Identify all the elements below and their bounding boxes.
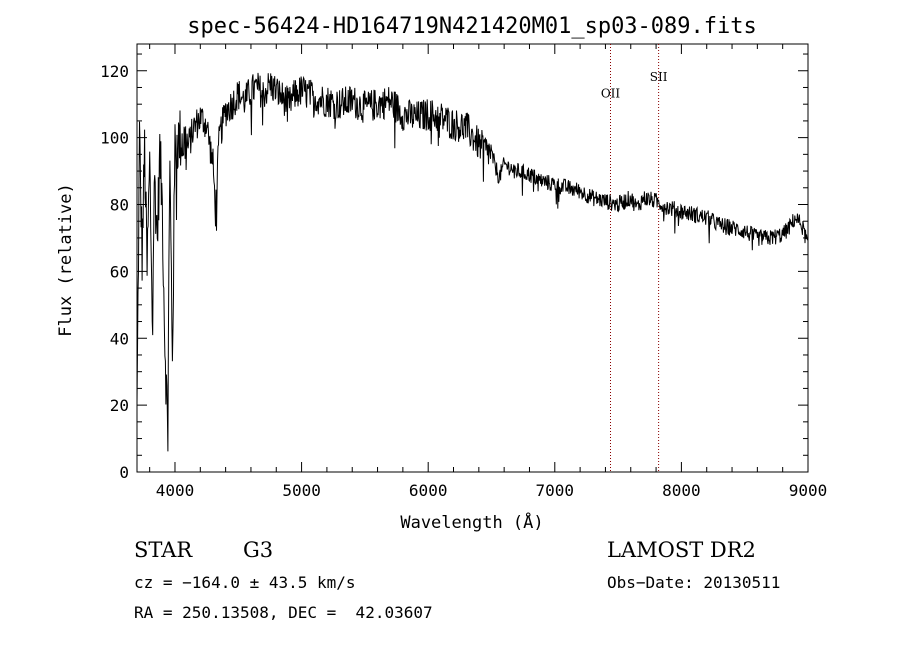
object-subclass: G3 xyxy=(243,538,274,562)
plot-frame xyxy=(136,43,809,473)
x-tick-label: 7000 xyxy=(536,481,575,500)
x-tick-label: 6000 xyxy=(409,481,448,500)
y-axis-ticks: 0 20 40 60 80 100 120 xyxy=(100,53,808,482)
y-tick-label: 120 xyxy=(100,62,129,81)
annotation-label: OII xyxy=(601,87,621,101)
y-tick-label: 100 xyxy=(100,129,129,148)
x-tick-label: 4000 xyxy=(156,481,195,500)
chart-title: spec-56424-HD164719N421420M01_sp03-089.f… xyxy=(187,14,757,39)
observation-date: Obs−Date: 20130511 xyxy=(607,573,781,592)
sky-coordinates: RA = 250.13508, DEC = 42.03607 xyxy=(134,603,433,622)
x-axis-label: Wavelength (Å) xyxy=(400,511,543,533)
x-tick-label: 8000 xyxy=(662,481,701,500)
annotation-label: SII xyxy=(650,70,668,84)
survey-name: LAMOST DR2 xyxy=(607,538,756,562)
redshift-velocity: cz = −164.0 ± 43.5 km/s xyxy=(134,573,356,592)
x-tick-label: 9000 xyxy=(789,481,828,500)
y-tick-label: 40 xyxy=(110,329,129,348)
line-annotations: OII SII xyxy=(601,44,668,472)
y-tick-label: 0 xyxy=(119,463,129,482)
y-tick-label: 20 xyxy=(110,396,129,415)
spectrum-line xyxy=(136,72,809,452)
y-tick-label: 80 xyxy=(110,196,129,215)
object-class: STAR xyxy=(134,538,193,562)
x-axis-ticks: 4000 5000 6000 7000 8000 9000 xyxy=(149,44,828,500)
y-tick-label: 60 xyxy=(110,262,129,281)
x-tick-label: 5000 xyxy=(282,481,321,500)
y-axis-label: Flux (relative) xyxy=(56,183,76,337)
